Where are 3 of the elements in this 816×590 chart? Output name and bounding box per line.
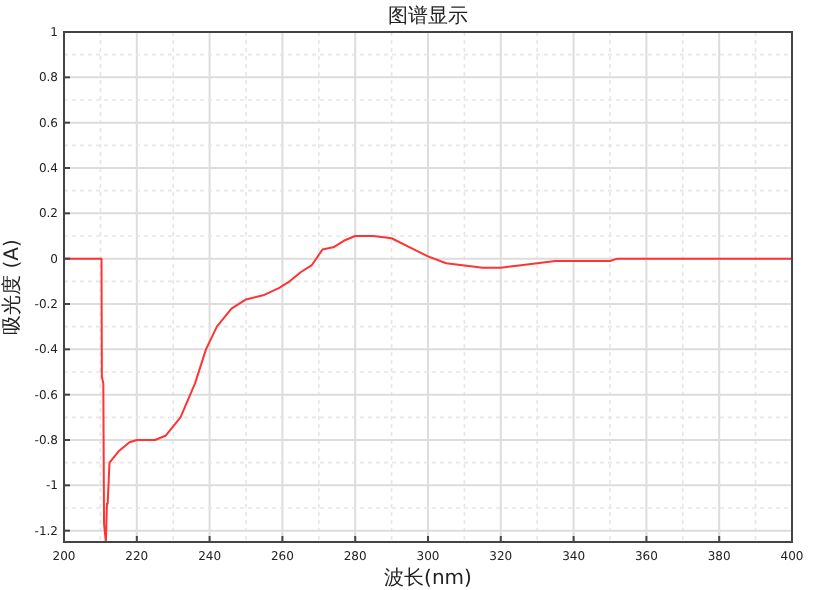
x-axis-title: 波长(nm) [384, 566, 473, 590]
chart-title: 图谱显示 [388, 4, 468, 28]
y-axis-title: 吸光度 (A) [0, 238, 24, 335]
